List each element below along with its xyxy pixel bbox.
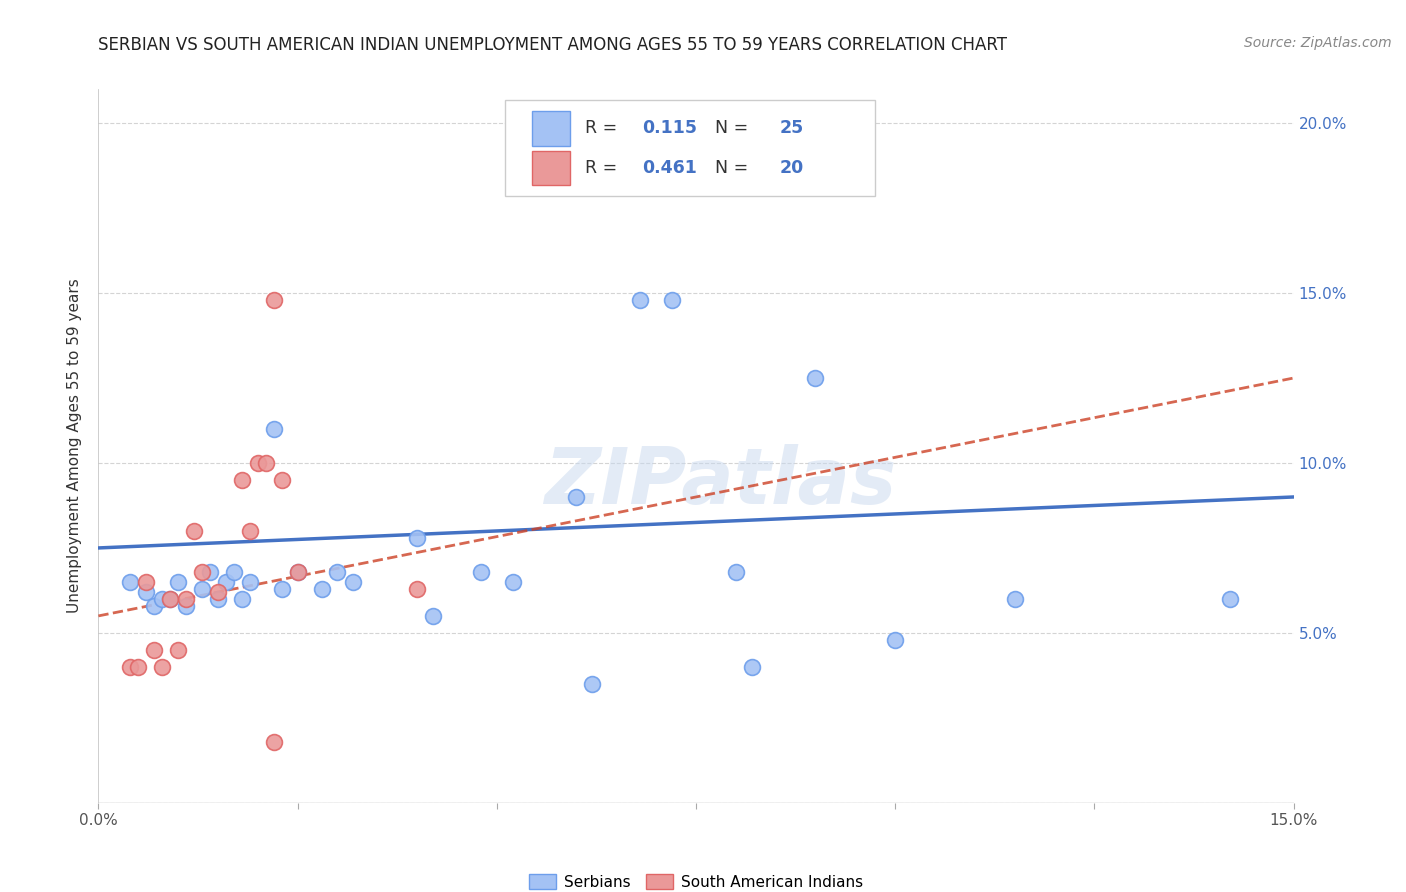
Point (167, 643, 190, 657)
Point (135, 585, 157, 599)
FancyBboxPatch shape (505, 100, 875, 196)
Point (565, 490, 588, 504)
Point (198, 565, 221, 579)
Point (143, 599, 166, 613)
Point (605, 133, 627, 147)
Point (1004, 591, 1026, 606)
Point (326, 565, 349, 579)
Text: ZIPatlas: ZIPatlas (544, 443, 896, 520)
Point (150, 591, 173, 606)
Point (159, 591, 181, 606)
Text: Source: ZipAtlas.com: Source: ZipAtlas.com (1244, 36, 1392, 50)
Point (741, 660, 763, 674)
Point (207, 585, 229, 599)
Point (120, 660, 142, 674)
Point (884, 632, 907, 647)
Text: R =: R = (585, 159, 623, 177)
Point (470, 565, 492, 579)
Point (207, 591, 229, 606)
Point (581, 677, 603, 691)
Point (270, 582, 292, 596)
Point (263, 293, 285, 307)
Point (150, 660, 173, 674)
Point (143, 643, 166, 657)
Point (167, 574, 190, 589)
Point (215, 574, 238, 589)
Point (159, 591, 181, 606)
Point (174, 591, 197, 606)
Point (287, 565, 309, 579)
Point (231, 473, 253, 487)
Text: N =: N = (704, 159, 754, 177)
Text: SERBIAN VS SOUTH AMERICAN INDIAN UNEMPLOYMENT AMONG AGES 55 TO 59 YEARS CORRELAT: SERBIAN VS SOUTH AMERICAN INDIAN UNEMPLO… (98, 36, 1008, 54)
Point (127, 660, 149, 674)
Point (270, 473, 292, 487)
Point (263, 734, 285, 748)
Point (724, 565, 747, 579)
Text: N =: N = (704, 120, 754, 137)
Point (1219, 591, 1241, 606)
Point (120, 574, 142, 589)
Point (502, 574, 524, 589)
Point (246, 456, 269, 470)
Text: 0.115: 0.115 (643, 120, 697, 137)
Text: 0.461: 0.461 (643, 159, 697, 177)
Point (311, 582, 333, 596)
Point (191, 565, 214, 579)
Legend: Serbians, South American Indians: Serbians, South American Indians (523, 868, 869, 892)
Point (263, 422, 285, 436)
Point (628, 293, 651, 307)
Text: 20: 20 (779, 159, 804, 177)
Point (422, 608, 444, 623)
Point (135, 574, 157, 589)
Point (239, 574, 262, 589)
Point (661, 293, 683, 307)
Point (804, 371, 827, 385)
Y-axis label: Unemployment Among Ages 55 to 59 years: Unemployment Among Ages 55 to 59 years (67, 278, 83, 614)
Point (406, 531, 429, 545)
Point (183, 524, 205, 538)
Point (174, 599, 197, 613)
Point (231, 591, 253, 606)
Point (406, 582, 429, 596)
Point (342, 574, 364, 589)
Point (254, 456, 277, 470)
Point (287, 565, 309, 579)
Point (222, 565, 245, 579)
FancyBboxPatch shape (533, 112, 571, 145)
Point (239, 524, 262, 538)
Text: R =: R = (585, 120, 623, 137)
Text: 25: 25 (779, 120, 804, 137)
FancyBboxPatch shape (533, 151, 571, 185)
Point (191, 582, 214, 596)
